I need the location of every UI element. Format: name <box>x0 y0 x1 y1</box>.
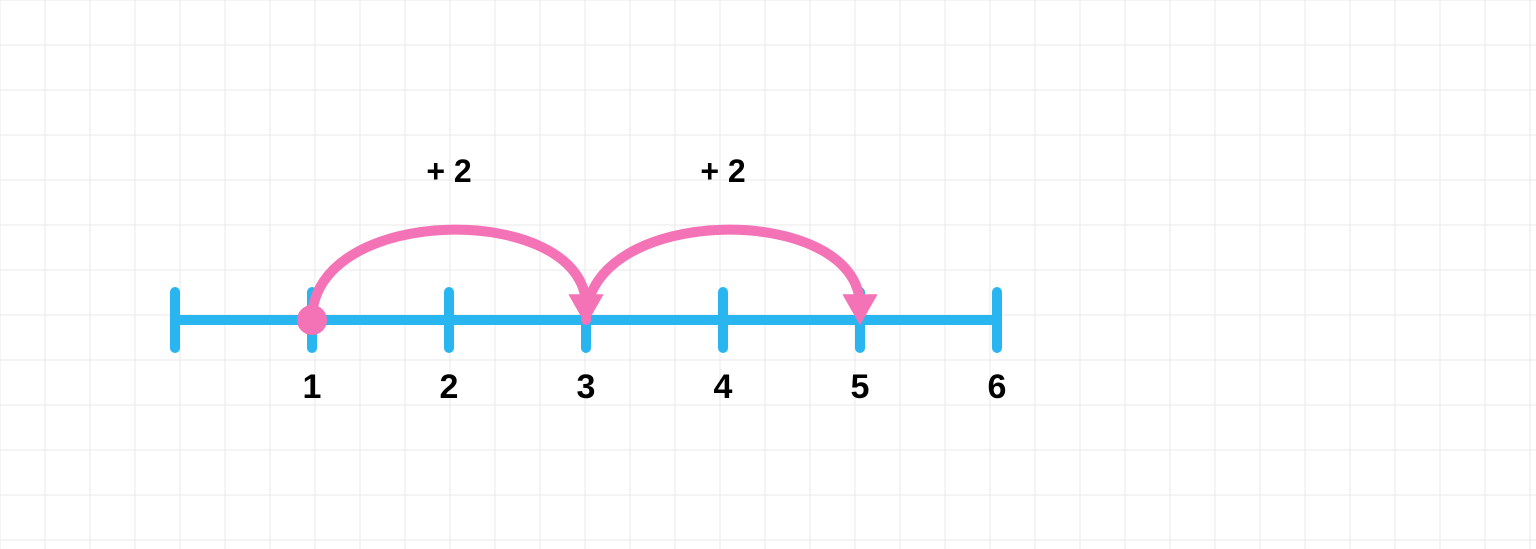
jump-label: + 2 <box>700 153 745 189</box>
number-line-diagram: 1 2 3 4 5 6 + 2 + 2 <box>0 0 1536 549</box>
background <box>0 0 1536 549</box>
tick-label: 5 <box>851 368 870 406</box>
tick-label: 1 <box>303 368 322 406</box>
jump-label: + 2 <box>426 153 471 189</box>
tick-label: 3 <box>577 368 596 406</box>
tick-label: 2 <box>440 368 459 406</box>
start-point <box>297 305 327 335</box>
tick-label: 4 <box>714 368 733 406</box>
tick-label: 6 <box>988 368 1007 406</box>
